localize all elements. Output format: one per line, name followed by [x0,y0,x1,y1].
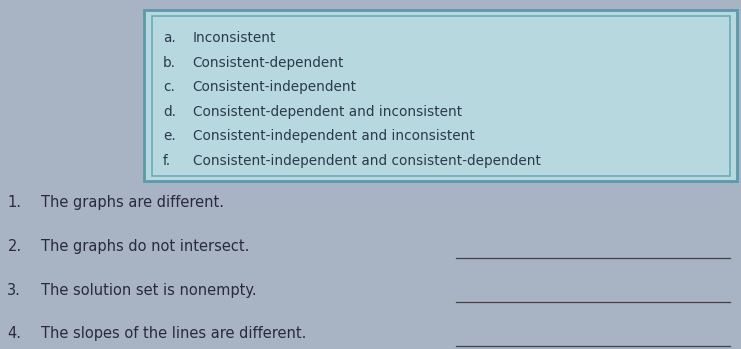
Text: 4.: 4. [7,326,21,341]
Text: c.: c. [163,80,175,94]
Text: Consistent-dependent and inconsistent: Consistent-dependent and inconsistent [193,105,462,119]
Text: b.: b. [163,56,176,70]
Text: The slopes of the lines are different.: The slopes of the lines are different. [41,326,306,341]
FancyBboxPatch shape [152,16,730,176]
Text: The solution set is nonempty.: The solution set is nonempty. [41,283,256,298]
Text: Consistent-dependent: Consistent-dependent [193,56,344,70]
FancyBboxPatch shape [144,10,737,181]
Text: e.: e. [163,129,176,143]
Text: Consistent-independent and consistent-dependent: Consistent-independent and consistent-de… [193,154,540,168]
Text: 3.: 3. [7,283,21,298]
Text: d.: d. [163,105,176,119]
Text: Inconsistent: Inconsistent [193,31,276,45]
Text: 2.: 2. [7,239,21,254]
Text: The graphs do not intersect.: The graphs do not intersect. [41,239,249,254]
Text: Consistent-independent: Consistent-independent [193,80,356,94]
Text: a.: a. [163,31,176,45]
Text: 1.: 1. [7,195,21,210]
Text: The graphs are different.: The graphs are different. [41,195,224,210]
Text: Consistent-independent and inconsistent: Consistent-independent and inconsistent [193,129,474,143]
Text: f.: f. [163,154,171,168]
